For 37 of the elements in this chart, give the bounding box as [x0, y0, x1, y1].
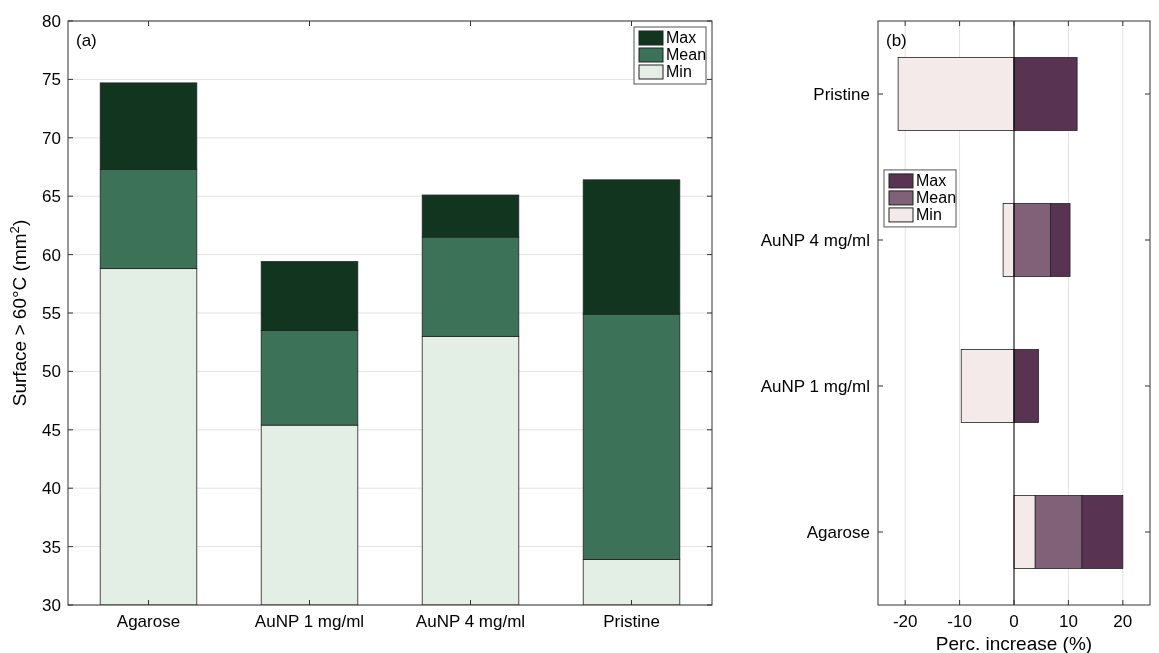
y-tick-label: 30	[42, 596, 61, 615]
x-tick-label: Pristine	[603, 612, 660, 631]
annotation: (a)	[76, 31, 97, 50]
y-tick-label: 35	[42, 537, 61, 557]
bar	[1013, 57, 1078, 131]
x-tick-label: 20	[1113, 612, 1133, 631]
legend-label: Min	[916, 205, 942, 223]
y-tick-label: 65	[42, 187, 61, 207]
y-tick-label: 70	[42, 128, 61, 148]
legend-label: Max	[916, 171, 947, 189]
x-tick-label: AuNP 1 mg/ml	[254, 612, 365, 631]
bar	[1013, 349, 1039, 423]
bar	[1002, 203, 1015, 277]
bar	[897, 57, 1015, 131]
x-tick-label: -10	[947, 612, 972, 631]
x-tick-label: -20	[892, 612, 918, 631]
y-tick-label: 60	[42, 245, 61, 265]
legend-label: Max	[666, 29, 697, 46]
legend-label: Min	[666, 63, 692, 80]
legend-label: Mean	[916, 188, 957, 206]
y-tick-label: 80	[42, 12, 61, 31]
bar	[960, 349, 1015, 423]
annotation: (b)	[886, 31, 907, 50]
y-tick-label: 40	[42, 479, 61, 499]
y-tick-label: Agarose	[806, 523, 870, 542]
y-tick-label: AuNP 1 mg/ml	[760, 377, 870, 396]
x-tick-label: 10	[1058, 612, 1078, 631]
y-tick-label: 55	[42, 304, 61, 323]
x-tick-label: AuNP 4 mg/ml	[415, 612, 526, 631]
y-tick-label: AuNP 4 mg/ml	[760, 231, 870, 250]
y-tick-label: 50	[42, 362, 61, 382]
y-tick-label: 45	[42, 420, 61, 440]
y-tick-label: 75	[42, 70, 61, 90]
y-tick-label: Pristine	[813, 85, 870, 104]
x-tick-label: 0	[1009, 612, 1019, 631]
x-tick-label: Agarose	[116, 612, 181, 631]
legend-label: Mean	[666, 46, 707, 63]
